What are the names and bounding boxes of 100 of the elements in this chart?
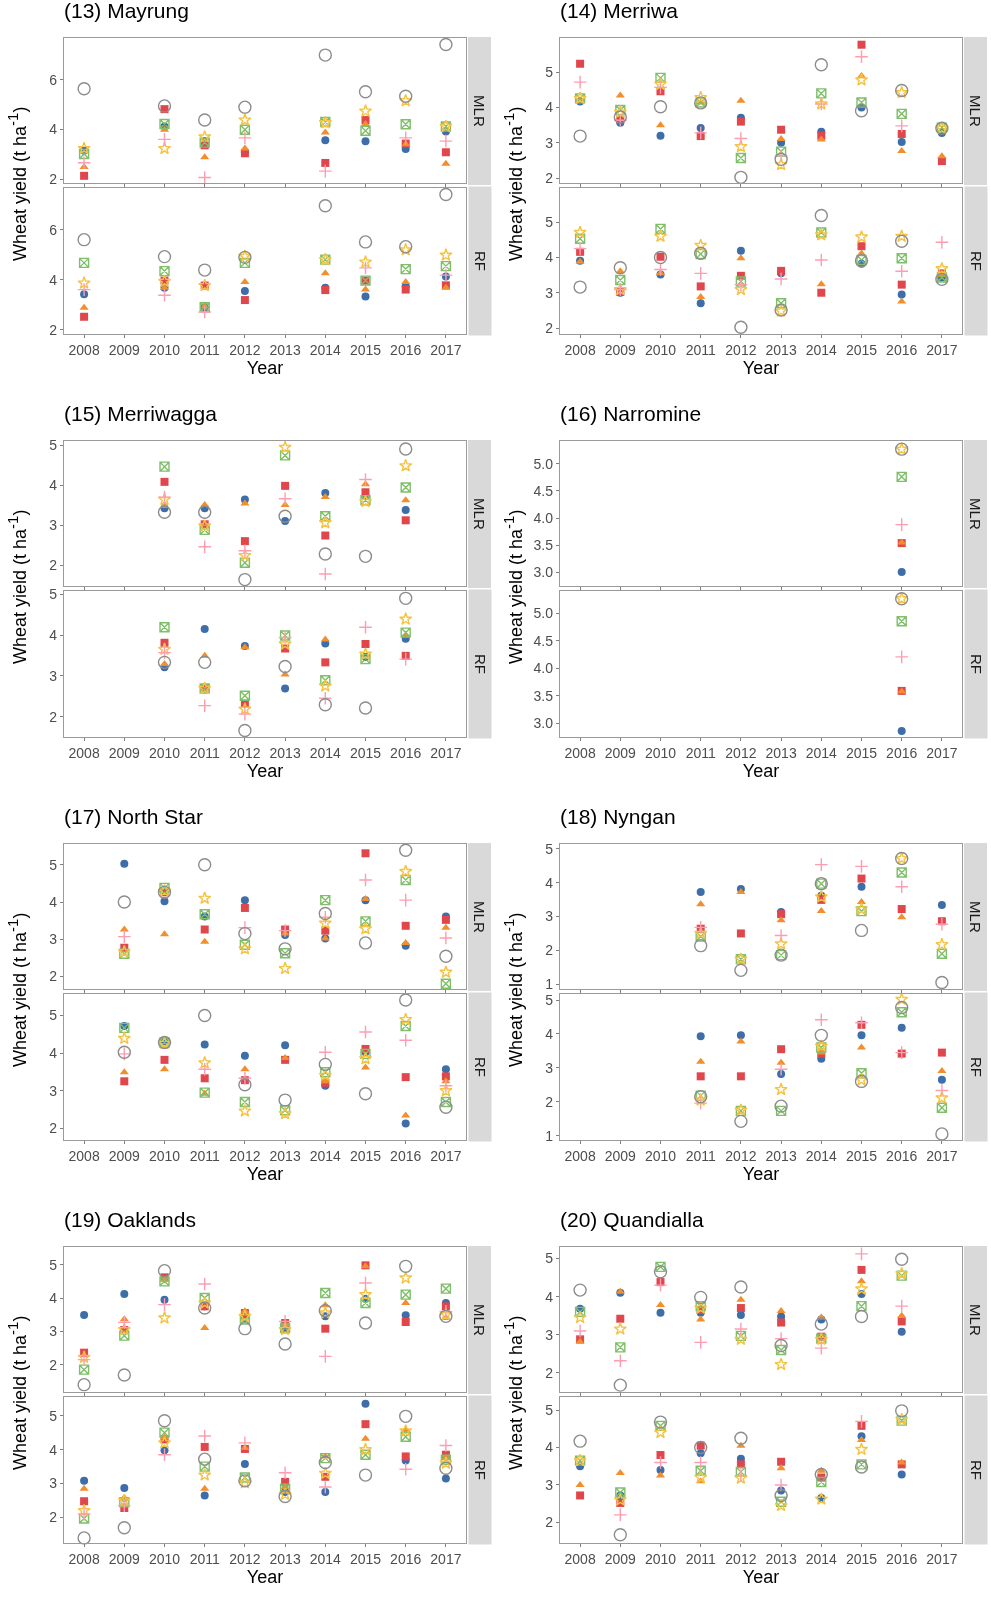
- x-tick-label: 2010: [148, 342, 181, 358]
- x-tick-label: 2017: [430, 1148, 462, 1164]
- x-tick-label: 2012: [725, 1148, 757, 1164]
- x-tick-label: 2016: [886, 745, 918, 761]
- y-tick-label: 4.0: [533, 510, 554, 527]
- y-tick-label: 4: [49, 476, 58, 493]
- x-tick-label: 2012: [229, 1551, 261, 1567]
- text: RF: [471, 654, 489, 674]
- x-tick-label: 2013: [765, 342, 797, 358]
- x-axis-title: Year: [246, 761, 284, 781]
- x-tick-label: 2016: [390, 1551, 422, 1567]
- x-tick-label: 2008: [68, 342, 100, 358]
- y-tick-label: 4: [49, 1044, 58, 1061]
- y-tick-label: 5: [49, 1407, 58, 1424]
- text: MLR: [471, 95, 488, 127]
- y-tick-label: 2: [49, 1509, 58, 1526]
- x-tick-label: 2010: [644, 342, 677, 358]
- y-tick-label: 2: [545, 319, 554, 336]
- chart-title: (14) Merriwa: [560, 0, 679, 22]
- y-tick-label: 4.5: [533, 482, 554, 499]
- y-tick-label: 3: [49, 517, 58, 534]
- y-tick-label: 3: [545, 908, 554, 925]
- text: RF: [471, 1460, 489, 1480]
- x-tick-label: 2015: [349, 1148, 382, 1164]
- y-tick-label: 4: [545, 1025, 554, 1042]
- x-tick-label: 2016: [886, 1551, 918, 1567]
- y-tick-label: 3.0: [533, 715, 554, 732]
- x-axis-title: Year: [246, 358, 284, 378]
- y-tick-label: 5: [545, 64, 554, 81]
- chart-title: (19) Oaklands: [64, 1207, 196, 1231]
- y-tick-label: 4: [49, 1441, 58, 1458]
- x-tick-label: 2017: [430, 342, 462, 358]
- x-tick-label: 2009: [604, 1148, 637, 1164]
- text: RF: [471, 251, 489, 271]
- y-tick-label: 5.0: [533, 605, 554, 622]
- x-tick-label: 2017: [926, 745, 958, 761]
- y-tick-label: 3.0: [533, 564, 554, 581]
- chart-title: (18) Nyngan: [560, 804, 676, 828]
- x-tick-label: 2009: [108, 1551, 141, 1567]
- chart-title: (13) Mayrung: [64, 0, 189, 22]
- y-tick-label: 2: [49, 557, 58, 574]
- text: MLR: [967, 1304, 984, 1336]
- text: MLR: [471, 901, 488, 933]
- x-tick-label: 2012: [229, 1148, 261, 1164]
- x-tick-label: 2013: [269, 342, 301, 358]
- x-tick-label: 2014: [309, 342, 342, 358]
- y-tick-label: 4: [49, 626, 58, 643]
- x-tick-label: 2008: [68, 745, 100, 761]
- y-tick-label: 4.0: [533, 660, 554, 677]
- y-tick-label: 3: [49, 1323, 58, 1340]
- y-tick-label: 5: [49, 586, 58, 603]
- y-tick-label: 4: [545, 249, 554, 266]
- y-tick-label: 1: [545, 1127, 554, 1144]
- y-tick-label: 5: [49, 1007, 58, 1024]
- text: RF: [967, 1460, 985, 1480]
- text: MLR: [967, 95, 984, 127]
- y-tick-label: 2: [49, 968, 58, 985]
- x-tick-label: 2011: [189, 1148, 220, 1164]
- y-tick-label: 2: [545, 1514, 554, 1531]
- x-tick-label: 2016: [886, 342, 918, 358]
- y-tick-label: 2: [545, 1364, 554, 1381]
- y-tick-label: 4: [49, 121, 58, 138]
- x-tick-label: 2008: [564, 342, 596, 358]
- x-tick-label: 2013: [269, 1551, 301, 1567]
- y-tick-label: 4: [49, 1289, 58, 1306]
- y-tick-label: 6: [49, 221, 58, 238]
- text: MLR: [967, 498, 984, 530]
- x-tick-label: 2014: [805, 745, 838, 761]
- y-tick-label: 3.5: [533, 537, 554, 554]
- x-tick-label: 2012: [229, 342, 261, 358]
- y-tick-label: 5: [545, 1250, 554, 1267]
- x-tick-label: 2011: [685, 342, 716, 358]
- text: MLR: [967, 901, 984, 933]
- x-tick-label: 2008: [564, 745, 596, 761]
- x-tick-label: 2008: [564, 1148, 596, 1164]
- y-tick-label: 4: [49, 893, 58, 910]
- text: RF: [471, 1057, 489, 1077]
- x-tick-label: 2016: [390, 1148, 422, 1164]
- y-tick-label: 5: [545, 214, 554, 231]
- x-tick-label: 2013: [765, 745, 797, 761]
- y-tick-label: 4.5: [533, 632, 554, 649]
- chart-title: (17) North Star: [64, 804, 203, 828]
- chart-title: (16) Narromine: [560, 401, 702, 425]
- y-tick-label: 5: [49, 436, 58, 453]
- y-tick-label: 4: [545, 1439, 554, 1456]
- x-tick-label: 2015: [845, 342, 878, 358]
- chart-title: (20) Quandialla: [560, 1207, 704, 1231]
- y-tick-label: 5.0: [533, 455, 554, 472]
- x-tick-label: 2008: [564, 1551, 596, 1567]
- y-tick-label: 5: [545, 840, 554, 857]
- chart-title: (15) Merriwagga: [64, 401, 218, 425]
- x-tick-label: 2010: [644, 745, 677, 761]
- y-tick-label: 2: [545, 1093, 554, 1110]
- x-tick-label: 2012: [229, 745, 261, 761]
- x-tick-label: 2012: [725, 745, 757, 761]
- x-tick-label: 2015: [349, 1551, 382, 1567]
- x-tick-label: 2015: [349, 342, 382, 358]
- x-axis-title: Year: [742, 1164, 780, 1184]
- x-tick-label: 2008: [68, 1551, 100, 1567]
- y-tick-label: 5: [545, 992, 554, 1008]
